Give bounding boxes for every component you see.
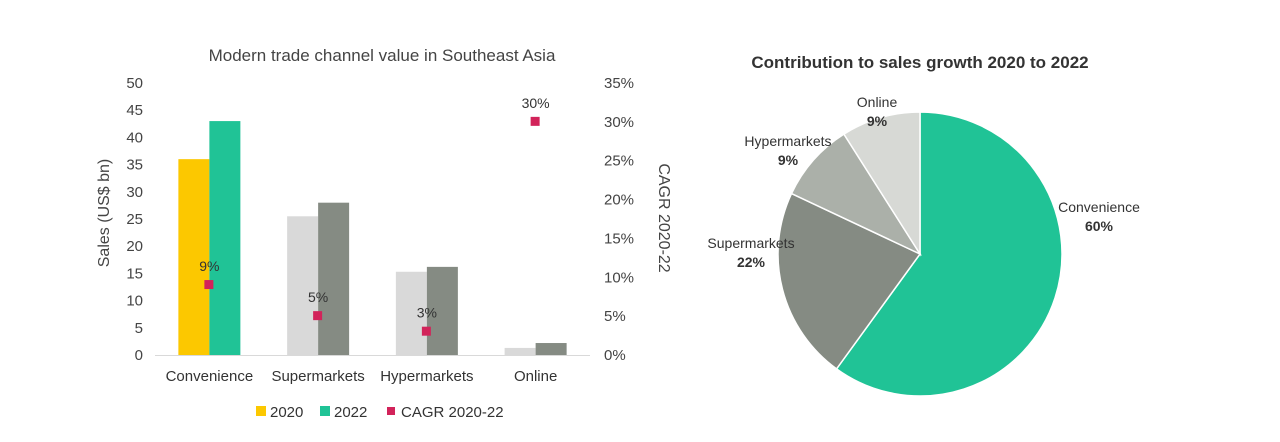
right-axis-ticks: 0% 5% 10% 15% 20% 25% 30% 35% (604, 75, 634, 364)
left-axis-tick: 25 (126, 211, 143, 228)
legend-swatch-2020 (256, 406, 266, 416)
left-axis-tick: 15 (126, 265, 143, 282)
cagr-marker-supermarkets (313, 311, 323, 321)
pie-slice-convenience (835, 111, 1063, 397)
legend-label: 2022 (334, 404, 367, 421)
pie-slice-name: Supermarkets (707, 235, 794, 251)
pie-slice-name: Hypermarkets (744, 133, 831, 149)
pie-slice-value: 60% (1085, 218, 1114, 234)
left-axis-tick: 50 (126, 75, 143, 92)
legend-swatch-cagr-2020-22 (387, 407, 395, 415)
cagr-data-label: 3% (417, 305, 437, 321)
cagr-data-label: 5% (308, 289, 328, 305)
bar-chart-title: Modern trade channel value in Southeast … (209, 46, 556, 65)
category-label: Hypermarkets (380, 368, 473, 385)
bar-hypermarkets-2020 (395, 271, 427, 355)
bar-convenience-2022 (209, 121, 241, 355)
bar-chart-legend: 2020 2022 CAGR 2020-22 (256, 404, 504, 421)
left-axis-tick: 10 (126, 293, 143, 310)
cagr-marker-hypermarkets (421, 326, 431, 336)
category-label: Online (514, 368, 557, 385)
right-axis-tick: 0% (604, 347, 626, 364)
cagr-marker-convenience (204, 280, 214, 290)
cagr-marker-online (530, 116, 540, 126)
pie-slice-value: 9% (867, 113, 888, 129)
pie-slice-online (842, 111, 921, 257)
left-axis-tick: 20 (126, 238, 143, 255)
bar-online-2020 (504, 347, 536, 355)
left-axis-tick: 0 (135, 347, 143, 364)
category-label: Supermarkets (271, 368, 364, 385)
pie-chart-title: Contribution to sales growth 2020 to 202… (751, 53, 1088, 72)
pie-labels: Convenience 60% Supermarkets 22% Hypermarket… (707, 94, 1140, 270)
right-axis-tick: 5% (604, 308, 626, 325)
pie-slice-value: 9% (778, 152, 799, 168)
right-axis-tick: 15% (604, 230, 634, 247)
pie-slice-name: Convenience (1058, 199, 1140, 215)
left-axis-title: Sales (US$ bn) (96, 159, 113, 268)
legend-swatch-2022 (320, 406, 330, 416)
right-axis-tick: 10% (604, 269, 634, 286)
bar-convenience-2020 (178, 159, 210, 355)
legend-label: 2020 (270, 404, 303, 421)
category-label: Convenience (166, 368, 254, 385)
pie-slice-value: 22% (737, 254, 766, 270)
left-axis-tick: 30 (126, 184, 143, 201)
left-axis-tick: 45 (126, 102, 143, 119)
cagr-data-label: 9% (199, 258, 219, 274)
bar-supermarkets-2020 (287, 216, 319, 355)
bar-supermarkets-2022 (318, 202, 350, 355)
left-axis-tick: 35 (126, 157, 143, 174)
bar-online-2022 (535, 343, 567, 355)
pie-slice-name: Online (857, 94, 898, 110)
pie-slice-hypermarkets (790, 133, 923, 256)
right-axis-title: CAGR 2020-22 (655, 163, 672, 272)
pie-slices (777, 111, 1063, 397)
right-axis-tick: 20% (604, 192, 634, 209)
cagr-data-label: 30% (522, 95, 550, 111)
bar-chart: Modern trade channel value in Southeast … (96, 46, 672, 421)
right-axis-tick: 30% (604, 114, 634, 131)
left-axis-tick: 40 (126, 129, 143, 146)
legend-label: CAGR 2020-22 (401, 404, 504, 421)
bar-hypermarkets-2022 (426, 266, 458, 355)
left-axis-tick: 5 (135, 320, 143, 337)
right-axis-tick: 25% (604, 153, 634, 170)
pie-chart: Contribution to sales growth 2020 to 202… (707, 53, 1140, 397)
cagr-markers: 9% 5% 3% 30% (199, 95, 550, 336)
bar-series (155, 121, 590, 356)
category-labels: Convenience Supermarkets Hypermarkets Onlin… (166, 368, 558, 385)
left-axis-ticks: 0 5 10 15 20 25 30 35 40 45 50 (126, 75, 143, 364)
right-axis-tick: 35% (604, 75, 634, 92)
